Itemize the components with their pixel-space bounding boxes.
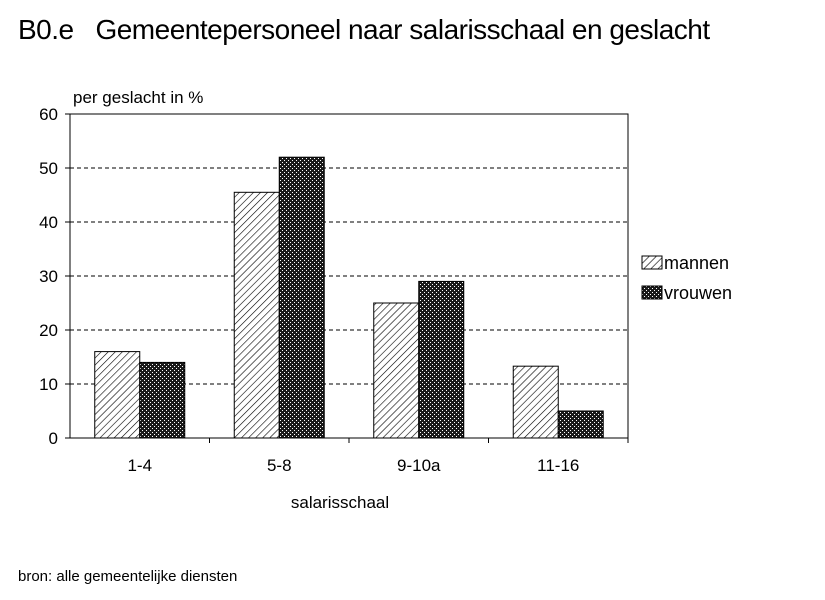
x-tick-label: 5-8: [267, 456, 292, 475]
x-axis-label: salarisschaal: [291, 493, 389, 512]
legend: mannen vrouwen: [641, 253, 732, 303]
bar-vrouwen: [139, 361, 186, 439]
y-tick-label: 40: [39, 213, 58, 232]
legend-swatch-mannen: [641, 255, 663, 270]
source-note: bron: alle gemeentelijke diensten: [18, 568, 238, 585]
bar-vrouwen: [278, 156, 325, 439]
chart-code: B0.e: [18, 14, 74, 45]
bars: [94, 156, 604, 439]
tick-labels: 0 10 20 30 40 50 60 1-4 5-8 9-10a 11-16: [39, 105, 629, 475]
chart-title: B0.e Gemeentepersoneel naar salarisschaa…: [18, 14, 710, 46]
legend-label-mannen: mannen: [664, 253, 729, 273]
bar-mannen: [233, 191, 280, 439]
grid-lines: [70, 167, 628, 385]
y-tick-label: 20: [39, 321, 58, 340]
y-tick-label: 60: [39, 105, 58, 124]
bar-vrouwen: [557, 410, 604, 439]
y-axis-label: per geslacht in %: [73, 88, 203, 107]
bar-mannen: [94, 351, 141, 439]
y-tick-label: 10: [39, 375, 58, 394]
y-tick-label: 50: [39, 159, 58, 178]
x-tick-label: 11-16: [537, 456, 579, 475]
bar-mannen: [512, 365, 559, 439]
bar-mannen: [373, 302, 420, 439]
x-tick-label: 1-4: [127, 456, 152, 475]
chart-title-text: Gemeentepersoneel naar salarisschaal en …: [95, 14, 710, 45]
legend-swatch-vrouwen: [641, 285, 663, 300]
y-tick-label: 30: [39, 267, 58, 286]
y-tick-label: 0: [49, 429, 58, 448]
bar-vrouwen: [418, 280, 465, 439]
legend-label-vrouwen: vrouwen: [664, 283, 732, 303]
x-tick-label: 9-10a: [397, 456, 441, 475]
